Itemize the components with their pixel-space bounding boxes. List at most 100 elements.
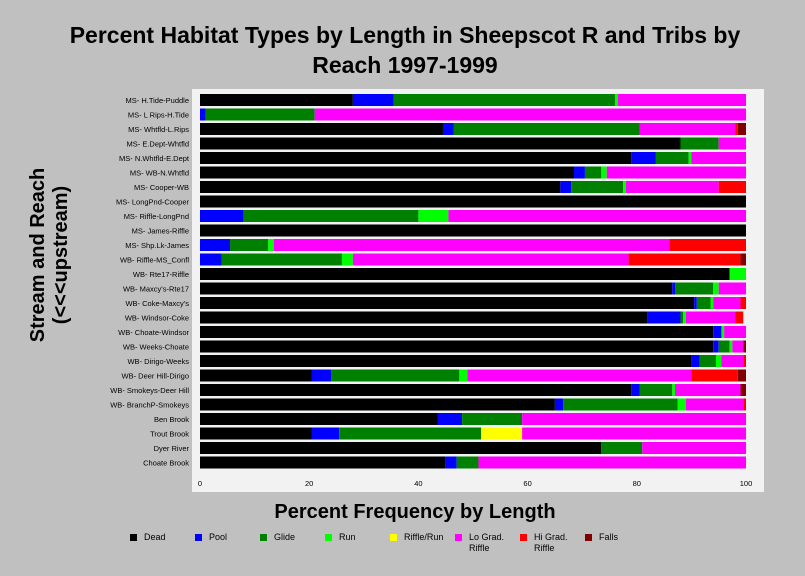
bar-segment — [680, 311, 684, 324]
category-label: MS- E.Dept-Whtfld — [126, 140, 189, 149]
x-tick-label: 0 — [198, 479, 202, 488]
bar-segment — [677, 398, 686, 411]
bar-segment — [718, 181, 746, 193]
bar-segment — [721, 355, 744, 367]
legend-swatch — [455, 534, 462, 541]
bar-segment — [672, 384, 676, 396]
bar-segment — [735, 311, 744, 324]
bar-segment — [639, 384, 673, 396]
category-label: Choate Brook — [143, 459, 189, 468]
bar-segment — [453, 123, 640, 135]
bar-segment — [331, 369, 460, 382]
bar-segment — [200, 442, 602, 454]
bar-segment — [200, 166, 575, 179]
bar-segment — [574, 166, 585, 179]
bar-segment — [339, 427, 482, 440]
legend-label: Riffle/Run — [404, 532, 444, 542]
bar-segment — [448, 210, 746, 222]
legend-label: Falls — [599, 532, 619, 542]
category-label: Ben Brook — [154, 415, 189, 424]
bar-segment — [685, 398, 744, 411]
category-label: MS- LongPnd-Cooper — [116, 198, 189, 207]
x-tick-label: 40 — [414, 479, 422, 488]
bar-group — [200, 94, 746, 469]
bar-segment — [200, 369, 312, 382]
bar-segment — [696, 297, 711, 309]
bar-segment — [691, 152, 746, 164]
bar-segment — [672, 282, 676, 295]
bar-segment — [221, 253, 342, 266]
x-axis-label: Percent Frequency by Length — [274, 501, 556, 523]
bar-segment — [694, 297, 697, 309]
bar-segment — [631, 152, 656, 164]
category-label: Dyer River — [154, 444, 190, 453]
category-label: MS- WB-N.Whtfld — [130, 169, 189, 178]
bar-segment — [268, 239, 274, 251]
x-tick-label: 100 — [740, 479, 753, 488]
y-axis-label: Stream and Reach(<<<upstream) — [27, 168, 72, 343]
bar-segment — [571, 181, 624, 193]
bar-segment — [675, 282, 714, 295]
bar-segment — [314, 108, 746, 121]
category-label: MS- Riffle-LongPnd — [124, 212, 189, 221]
bar-segment — [685, 311, 736, 324]
bar-segment — [729, 340, 733, 353]
legend: Dead Pool Glide Run Riffle/Run Lo Grad. Riffl… — [130, 532, 790, 572]
bar-segment — [462, 413, 523, 425]
category-label: WB- Rte17-Riffle — [133, 270, 189, 279]
bar-segment — [418, 210, 449, 222]
bar-segment — [715, 355, 722, 367]
bar-segment — [732, 340, 744, 353]
bar-segment — [718, 282, 746, 295]
bar-segment — [743, 398, 746, 411]
bar-segment — [724, 326, 746, 338]
bar-segment — [563, 398, 678, 411]
bar-segment — [740, 253, 746, 266]
bar-segment — [200, 427, 312, 440]
bar-segment — [669, 239, 746, 251]
bar-segment — [437, 413, 463, 425]
bar-segment — [614, 94, 618, 106]
category-label: WB- Windsor-Coke — [125, 314, 189, 323]
category-label: MS- L Rips-H.Tide — [128, 111, 189, 120]
legend-swatch — [260, 534, 267, 541]
bar-segment — [481, 427, 523, 440]
bar-segment — [617, 94, 746, 106]
legend-label: Dead — [144, 532, 166, 542]
bar-segment — [200, 210, 244, 222]
bar-segment — [675, 384, 741, 396]
bar-segment — [680, 137, 719, 150]
bar-segment — [683, 311, 686, 324]
bar-segment — [743, 340, 746, 353]
bar-segment — [647, 311, 681, 324]
bar-segment — [740, 297, 746, 309]
bar-segment — [743, 355, 746, 367]
bar-segment — [230, 239, 269, 251]
bar-segment — [623, 181, 626, 193]
bar-segment — [713, 297, 741, 309]
category-labels: MS- H.Tide-Puddle MS- L Rips-H.Tide MS- Wh… — [110, 96, 190, 468]
bar-segment — [311, 369, 332, 382]
x-tick-labels: 0 20 40 60 80 100 — [198, 479, 752, 488]
bar-segment — [601, 166, 607, 179]
category-label: MS- Whtfld-L.Rips — [128, 125, 189, 134]
legend-label: Run — [339, 532, 356, 542]
bar-segment — [445, 456, 457, 469]
bar-segment — [691, 355, 700, 367]
bar-segment — [200, 340, 714, 353]
bar-segment — [200, 282, 673, 295]
bar-segment — [200, 326, 714, 338]
bar-segment — [200, 311, 648, 324]
bar-segment — [200, 297, 695, 309]
bar-segment — [311, 427, 340, 440]
bar-segment — [200, 137, 681, 150]
legend-swatch — [585, 534, 592, 541]
bar-segment — [200, 413, 438, 425]
category-label: MS- Shp.Lk-James — [125, 241, 189, 250]
category-label: MS- H.Tide-Puddle — [126, 96, 190, 105]
bar-segment — [642, 442, 746, 454]
legend-swatch — [520, 534, 527, 541]
bar-segment — [639, 123, 736, 135]
bar-segment — [467, 369, 692, 382]
bar-segment — [699, 355, 716, 367]
